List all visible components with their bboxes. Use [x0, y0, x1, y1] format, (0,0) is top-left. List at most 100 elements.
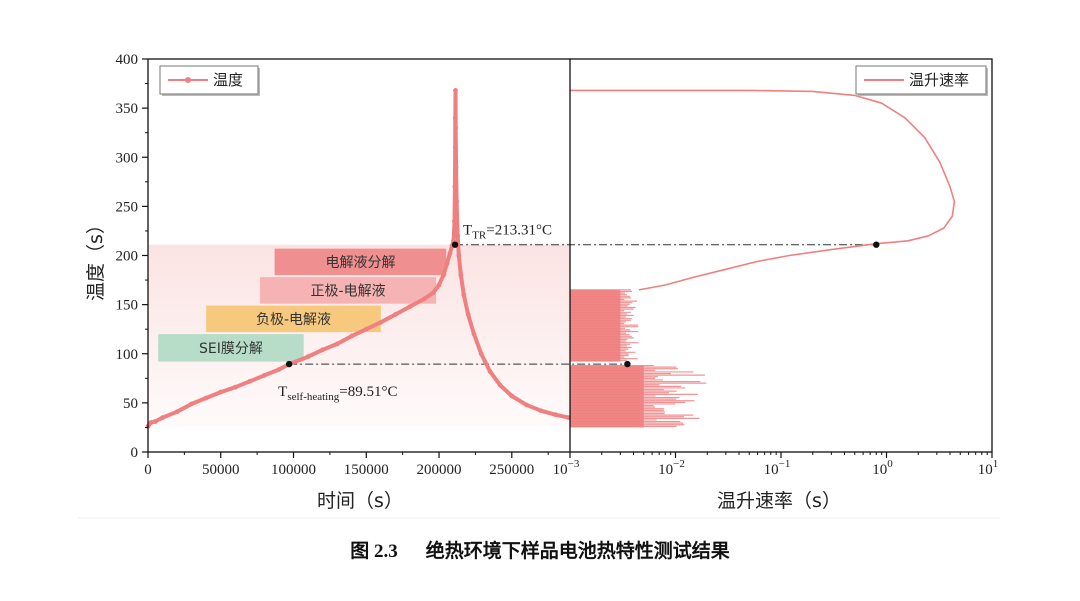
reaction-stages: SEI膜分解 负极-电解液 正极-电解液 电解液分解	[158, 248, 447, 362]
right-x-tick-label: 10−2	[658, 458, 685, 478]
temperature-point	[465, 312, 471, 317]
rate-noise-core	[570, 289, 621, 362]
temperature-point	[203, 395, 209, 401]
y-tick-label: 50	[123, 396, 138, 412]
right-x-axis-label: 温升速率（s）	[717, 490, 841, 512]
y-tick-label: 200	[116, 249, 139, 265]
temperature-point	[430, 290, 436, 296]
temperature-point	[453, 88, 458, 93]
left-x-tick-label: 0	[144, 462, 152, 478]
marker-self-heating-right	[624, 360, 631, 368]
rate-noise-core	[570, 365, 644, 428]
marker-tr-left	[451, 241, 459, 248]
temperature-point	[392, 312, 398, 317]
temperature-point	[553, 412, 558, 418]
right-x-tick-label: 101	[978, 458, 999, 478]
temperature-point	[189, 401, 195, 407]
markers	[285, 241, 880, 368]
temperature-point	[447, 251, 453, 256]
temperature-point	[444, 260, 450, 266]
legends: 温度 温升速率	[159, 65, 988, 96]
y-tick-label: 250	[116, 199, 139, 215]
left-x-tick-label: 250000	[489, 462, 534, 478]
stage-box-cathode	[260, 277, 437, 304]
temperature-point	[334, 341, 340, 347]
y-tick-label: 0	[131, 445, 139, 461]
temperature-point	[363, 326, 369, 332]
stage-label-anode: 负极-电解液	[256, 312, 331, 328]
temperature-point	[471, 331, 477, 337]
temperature-point	[487, 369, 493, 374]
temperature-point	[218, 389, 224, 395]
temperature-point	[452, 145, 458, 150]
caption-number: 图 2.3	[350, 541, 398, 562]
temperature-point	[478, 351, 484, 357]
ticks: 0 50 100 150 200 250 300 350 400 0 50000 100000 1500…	[116, 52, 999, 478]
temperature-point	[497, 382, 503, 388]
stage-label-electrolyte: 电解液分解	[325, 255, 395, 271]
temperature-point	[160, 415, 165, 421]
temperature-point	[452, 218, 457, 224]
temperature-point	[461, 292, 467, 298]
stage-label-sei: SEI膜分解	[199, 341, 263, 357]
right-x-tick-label: 10−1	[764, 458, 791, 478]
rate-noise-region	[570, 289, 707, 428]
stage-box-anode	[206, 305, 381, 333]
temperature-point	[452, 184, 458, 190]
temperature-point	[441, 272, 446, 278]
temperature-point	[320, 347, 326, 353]
y-axis-label: 温度（s）	[85, 215, 107, 301]
stage-box-sei	[158, 334, 304, 362]
figure-caption: 图 2.3 绝热环境下样品电池热特性测试结果	[0, 536, 1080, 563]
temperature-point	[456, 253, 462, 258]
stage-box-electrolyte	[274, 248, 447, 276]
y-tick-label: 150	[116, 298, 139, 314]
temperature-point	[148, 420, 154, 425]
temperature-point	[455, 233, 461, 239]
y-tick-label: 300	[116, 150, 139, 166]
legend-left-marker	[185, 77, 191, 83]
temperature-point	[152, 419, 158, 424]
temperature-point	[523, 402, 529, 408]
temperature-point	[262, 372, 267, 378]
marker-tr-right	[873, 241, 880, 248]
annotations: TTR=213.31°C Tself-heating=89.51°C	[278, 223, 552, 403]
temperature-point	[378, 319, 384, 325]
legend-right-label: 温升速率	[909, 71, 969, 89]
guide-lines	[289, 244, 877, 365]
temperature-point	[454, 199, 460, 204]
annotation-self-heating: Tself-heating=89.51°C	[278, 384, 397, 403]
left-x-tick-label: 200000	[417, 462, 462, 478]
stage-label-cathode: 正极-电解液	[311, 283, 386, 299]
y-tick-label: 100	[116, 347, 139, 363]
temperature-point	[452, 115, 458, 121]
rate-curve	[570, 89, 956, 291]
y-tick-label: 400	[116, 52, 139, 68]
temperature-point	[436, 282, 442, 288]
temperature-point	[407, 304, 413, 309]
left-x-tick-label: 100000	[271, 462, 316, 478]
temperature-point	[458, 272, 464, 278]
marker-self-heating-left	[285, 360, 293, 368]
temperature-point	[276, 367, 282, 372]
temperature-point	[247, 378, 253, 384]
temperature-point	[538, 408, 544, 414]
temperature-point	[509, 393, 515, 399]
right-x-tick-label: 10−3	[553, 458, 580, 478]
temperature-point	[305, 354, 311, 360]
temperature-point	[422, 296, 427, 302]
y-tick-label: 350	[116, 101, 139, 117]
right-x-tick-label: 100	[872, 458, 893, 478]
temperature-point	[174, 409, 180, 415]
left-x-axis-label: 时间（s）	[317, 490, 403, 512]
temperature-point	[349, 333, 355, 339]
temperature-point	[453, 164, 459, 170]
temperature-point	[232, 384, 238, 390]
annotation-tr: TTR=213.31°C	[463, 223, 552, 242]
left-x-tick-label: 150000	[344, 462, 389, 478]
legend-left-label: 温度	[213, 71, 243, 89]
left-x-tick-label: 50000	[202, 462, 240, 478]
temperature-point	[453, 125, 459, 131]
caption-title: 绝热环境下样品电池热特性测试结果	[425, 540, 730, 562]
